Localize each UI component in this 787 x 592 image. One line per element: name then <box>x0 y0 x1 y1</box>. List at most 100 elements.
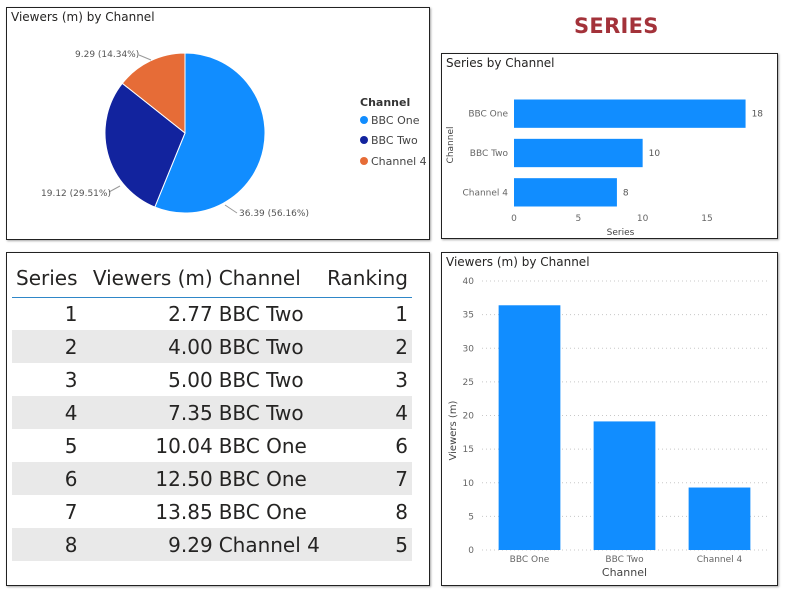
legend-dot-channel-4 <box>360 157 368 165</box>
vbar-y-tick: 35 <box>463 311 474 321</box>
cell-viewers: 10.04 <box>155 433 213 458</box>
hbar-bar[interactable] <box>514 138 643 168</box>
pie-data-label: 19.12 (29.51%) <box>41 189 111 199</box>
cell-ranking: 3 <box>395 367 408 392</box>
cell-viewers: 2.77 <box>168 301 213 326</box>
table-row[interactable]: 1 2.77 BBC Two 1 <box>12 297 412 330</box>
vbar-y-tick: 40 <box>463 277 475 287</box>
hbar-bar[interactable] <box>514 178 617 207</box>
cell-ranking: 4 <box>324 396 412 429</box>
pie-leader-line <box>108 185 121 193</box>
legend-item-bbc-two[interactable]: BBC Two <box>360 134 418 147</box>
hbar-chart-panel[interactable]: Series by Channel BBC One 18 BBC Two 10 Chan… <box>441 53 778 239</box>
cell-ranking: 5 <box>324 528 412 561</box>
cell-channel: Channel 4 <box>214 528 325 561</box>
hbar-category-label: BBC Two <box>470 149 509 159</box>
page-heading: SERIES <box>574 14 659 38</box>
cell-ranking: 6 <box>395 433 408 458</box>
legend-item-channel-4[interactable]: Channel 4 <box>360 155 427 168</box>
cell-channel: BBC One <box>218 499 307 524</box>
pie-slice-bbc-one[interactable] <box>154 52 266 214</box>
hbar-data-label: 18 <box>752 110 764 120</box>
vbar-y-tick: 5 <box>468 512 474 522</box>
table-row[interactable]: 5 10.04 BBC One 6 <box>12 429 412 462</box>
column-header-series[interactable]: Series <box>12 259 88 298</box>
cell-ranking: 2 <box>324 330 412 363</box>
pie-legend-title: Channel <box>360 96 411 109</box>
cell-channel: BBC Two <box>218 301 304 326</box>
hbar-y-axis-title: Channel <box>446 127 456 164</box>
legend-label: BBC One <box>371 114 420 127</box>
hbar-x-axis-title: Series <box>607 228 635 238</box>
legend-dot-bbc-one <box>360 116 368 124</box>
vbar-y-tick: 10 <box>463 479 475 489</box>
series-table: Series Viewers (m) Channel Ranking 1 2.77… <box>12 259 412 561</box>
column-header-ranking[interactable]: Ranking <box>324 259 412 298</box>
hbar-x-tick: 0 <box>511 214 517 224</box>
cell-viewers: 5.00 <box>168 367 213 392</box>
cell-channel: BBC One <box>214 462 325 495</box>
vbar-bar[interactable] <box>498 305 561 550</box>
cell-ranking: 8 <box>395 499 408 524</box>
pie-leader-line <box>138 54 152 61</box>
pie-leader-line <box>224 204 238 214</box>
pie-data-label: 9.29 (14.34%) <box>75 50 139 60</box>
cell-channel: BBC Two <box>214 330 325 363</box>
table-row[interactable]: 7 13.85 BBC One 8 <box>12 495 412 528</box>
vbar-y-tick: 20 <box>463 412 475 422</box>
column-header-viewers[interactable]: Viewers (m) <box>87 259 215 298</box>
vbar-y-tick: 30 <box>463 344 475 354</box>
cell-viewers: 13.85 <box>155 499 213 524</box>
table-panel[interactable]: Series Viewers (m) Channel Ranking 1 2.77… <box>6 252 430 586</box>
hbar-x-tick: 5 <box>575 214 581 224</box>
vbar-y-tick: 15 <box>463 445 474 455</box>
cell-series: 4 <box>12 396 88 429</box>
legend-label: Channel 4 <box>371 155 427 168</box>
cell-viewers: 4.00 <box>87 330 215 363</box>
hbar-bar[interactable] <box>514 99 746 128</box>
cell-series: 3 <box>64 367 78 392</box>
hbar-chart-title: Series by Channel <box>446 56 555 70</box>
cell-channel: BBC Two <box>214 396 325 429</box>
pie-chart: 36.39 (56.16%) 19.12 (29.51%) 9.29 (14.34%… <box>41 50 309 219</box>
cell-series: 2 <box>12 330 88 363</box>
hbar-chart: BBC One 18 BBC Two 10 Channel 4 8 0 5 10 15 Series… <box>446 99 764 238</box>
table-row[interactable]: 2 4.00 BBC Two 2 <box>12 330 412 363</box>
cell-viewers: 9.29 <box>87 528 215 561</box>
cell-series: 8 <box>12 528 88 561</box>
vbar-bar[interactable] <box>593 421 656 550</box>
pie-chart-title: Viewers (m) by Channel <box>11 10 155 24</box>
pie-data-label: 36.39 (56.16%) <box>239 209 309 219</box>
cell-channel: BBC One <box>218 433 307 458</box>
vbar-y-tick: 0 <box>468 546 474 556</box>
legend-item-bbc-one[interactable]: BBC One <box>360 114 419 127</box>
hbar-x-tick: 15 <box>701 214 712 224</box>
cell-series: 7 <box>64 499 78 524</box>
legend-label: BBC Two <box>371 134 418 147</box>
vbar-chart-panel[interactable]: Viewers (m) by Channel 0 5 10 15 20 25 30 35 40 B… <box>441 252 778 586</box>
hbar-category-label: BBC One <box>468 110 508 120</box>
table-row[interactable]: 4 7.35 BBC Two 4 <box>12 396 412 429</box>
cell-series: 5 <box>64 433 78 458</box>
vbar-category-label: BBC Two <box>605 555 644 565</box>
cell-viewers: 12.50 <box>87 462 215 495</box>
cell-ranking: 1 <box>395 301 408 326</box>
pie-chart-panel[interactable]: Viewers (m) by Channel 36.39 (56.16%) 19.… <box>6 7 430 240</box>
cell-series: 6 <box>12 462 88 495</box>
hbar-category-label: Channel 4 <box>462 188 508 198</box>
table-row[interactable]: 6 12.50 BBC One 7 <box>12 462 412 495</box>
cell-channel: BBC Two <box>218 367 304 392</box>
table-header-row: Series Viewers (m) Channel Ranking <box>12 259 412 298</box>
column-header-channel[interactable]: Channel <box>214 259 325 298</box>
hbar-x-tick: 10 <box>637 214 649 224</box>
pie-slice-channel-4[interactable] <box>121 52 186 135</box>
vbar-bar[interactable] <box>688 487 751 550</box>
vbar-chart: 0 5 10 15 20 25 30 35 40 BBC One BBC Two Channel 4 C… <box>448 277 767 579</box>
vbar-x-axis-title: Channel <box>602 566 647 579</box>
hbar-data-label: 8 <box>623 188 629 198</box>
cell-series: 1 <box>64 301 78 326</box>
table-row[interactable]: 3 5.00 BBC Two 3 <box>12 363 412 396</box>
pie-slice-bbc-two[interactable] <box>104 82 186 208</box>
vbar-category-label: BBC One <box>510 555 550 565</box>
